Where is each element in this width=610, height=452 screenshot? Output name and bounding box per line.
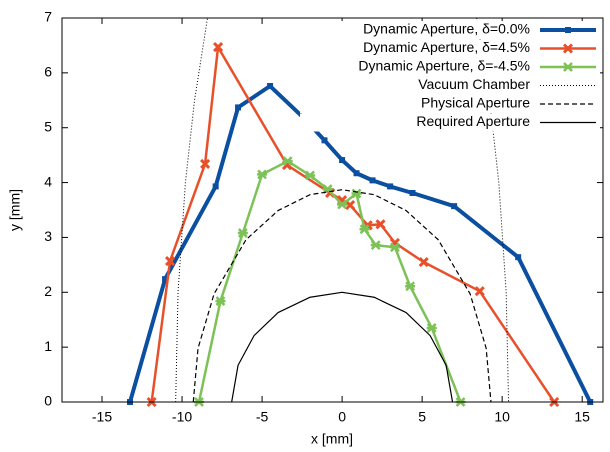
data-point [164,255,176,267]
legend-label: Dynamic Aperture, δ=0.0% [363,21,530,37]
y-tick-label: 7 [44,9,52,25]
legend-bg [300,95,600,113]
data-point [215,296,226,306]
y-tick-label: 3 [44,228,52,244]
legend-label: Dynamic Aperture, δ=4.5% [363,39,530,55]
legend-bg [300,76,600,95]
legend-label: Dynamic Aperture, δ=-4.5% [358,58,530,74]
y-tick-label: 4 [44,173,52,189]
legend-bg [300,39,600,58]
x-tick-label: 0 [338,409,346,425]
data-point [405,281,416,292]
data-point [418,257,429,268]
legend-bg [300,58,600,76]
x-tick-label: -5 [256,409,269,425]
x-tick-label: 5 [418,409,426,425]
data-point [451,203,458,210]
data-point [351,188,362,199]
legend-bg [300,113,600,132]
data-point [426,323,437,333]
x-tick-label: 15 [574,409,590,425]
data-point [369,177,376,184]
data-point [200,158,211,169]
series-line [175,17,510,403]
y-tick-label: 5 [44,118,52,134]
data-point [359,224,370,235]
x-axis-label: x [mm] [311,431,353,447]
y-tick-label: 6 [44,64,52,80]
data-point [257,169,268,180]
data-point [337,199,348,210]
data-point [339,157,346,164]
data-point [305,170,316,181]
data-point [387,183,394,190]
x-tick-label: -15 [92,409,112,425]
legend-label: Vacuum Chamber [418,76,530,92]
legend-marker [563,62,573,72]
legend-bg [300,21,600,39]
data-point [212,42,224,53]
legend-marker [565,27,571,33]
data-point [282,156,293,167]
data-point [370,240,381,250]
data-point [375,219,386,230]
plot-frame [61,17,604,403]
x-tick-label: 10 [494,409,510,425]
legend-marker [562,43,574,54]
data-point [474,286,485,297]
data-point [162,276,169,283]
x-tick-label: -10 [172,409,192,425]
legend-label: Physical Aperture [421,95,530,111]
data-point [235,104,242,111]
data-point [353,170,360,177]
data-point [321,137,328,144]
data-point [515,254,522,261]
y-tick-label: 0 [44,393,52,409]
y-tick-label: 1 [44,338,52,354]
series-line [231,291,454,403]
y-axis-label: y [mm] [7,189,23,231]
data-point [409,189,416,196]
legend-label: Required Aperture [416,113,530,129]
data-point [345,200,356,211]
series-line [192,189,492,403]
data-point [212,183,219,190]
data-point [237,228,248,238]
data-point [389,242,400,253]
data-point [267,83,274,90]
y-tick-label: 2 [44,283,52,299]
